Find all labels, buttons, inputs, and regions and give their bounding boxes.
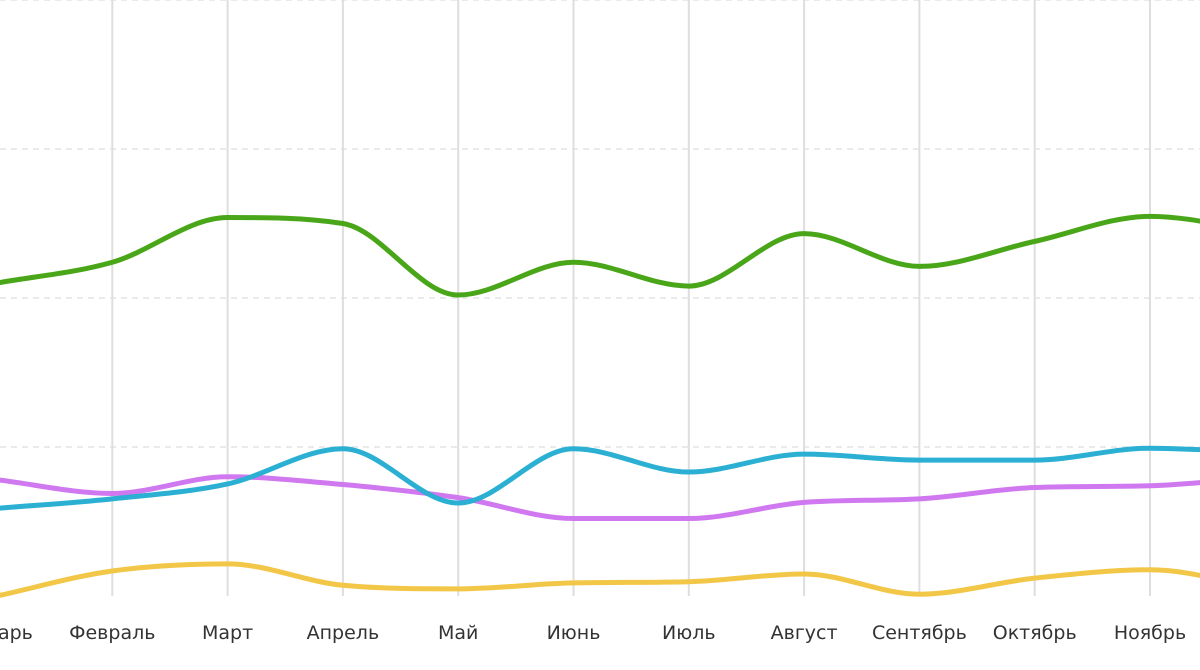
x-tick-label: Февраль [69, 622, 155, 644]
x-tick-label: Май [438, 622, 478, 644]
x-tick-label: Январь [0, 622, 33, 644]
x-axis-tick-labels: Январь Февраль Март Апрель Май Июнь Июль Август… [0, 622, 1186, 644]
series-line-1 [0, 213, 1200, 298]
series-line-4 [0, 561, 1200, 598]
x-tick-label: Октябрь [993, 622, 1077, 644]
series-line-2 [0, 445, 1200, 511]
series-layer [0, 213, 1200, 598]
x-tick-label: Ноябрь [1114, 622, 1186, 644]
x-tick-label: Март [202, 622, 253, 644]
x-tick-label: Июль [662, 622, 716, 644]
x-tick-label: Август [771, 622, 838, 644]
x-tick-label: Сентябрь [872, 622, 967, 644]
series-line-3 [0, 474, 1200, 522]
x-tick-label: Июнь [547, 622, 601, 644]
x-tick-label: Апрель [307, 622, 380, 644]
grid [0, 0, 1200, 596]
